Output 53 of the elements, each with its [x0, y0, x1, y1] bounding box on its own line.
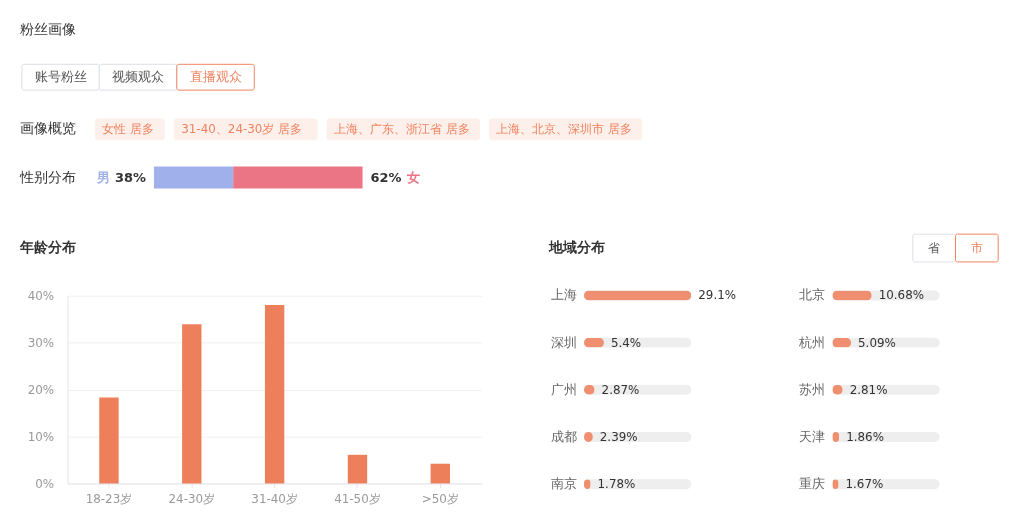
- chart-title: 地域分布: [548, 239, 606, 256]
- bar: [430, 463, 450, 484]
- y-tick-label: 20%: [27, 383, 55, 398]
- data-label: 62%: [370, 169, 402, 185]
- chart-title: 年龄分布: [18, 239, 76, 256]
- text: 31-40、24-30岁 居多: [181, 122, 303, 137]
- y-tick-label: 40%: [27, 289, 55, 304]
- data-label: 2.87%: [601, 382, 640, 397]
- text: 男: [95, 169, 110, 185]
- text: 女性 居多: [102, 122, 155, 137]
- data-label: 2.39%: [599, 429, 638, 444]
- data-label: 38%: [115, 169, 147, 185]
- bar: [182, 324, 202, 484]
- text: 粉丝画像: [19, 20, 76, 37]
- bar: [99, 397, 119, 484]
- data-label: 1.67%: [845, 477, 884, 492]
- x-tick-label: 18-23岁: [85, 491, 133, 506]
- x-tick-label: 24-30岁: [168, 491, 216, 506]
- y-tick-label: 苏州: [798, 381, 825, 397]
- y-tick-label: 广州: [550, 381, 577, 397]
- x-tick-label: 41-50岁: [334, 491, 381, 506]
- text: 女: [405, 169, 420, 185]
- y-tick-label: 北京: [798, 287, 825, 303]
- chart-title: 性别分布: [18, 168, 76, 185]
- x-tick-label: >50岁: [421, 491, 459, 506]
- y-tick-label: 天津: [798, 428, 825, 444]
- text: 视频观众: [112, 69, 165, 85]
- text: 账号粉丝: [34, 69, 87, 85]
- text: 直播观众: [189, 69, 242, 85]
- text: 上海、北京、深圳市 居多: [496, 122, 633, 137]
- text: 省: [928, 241, 941, 256]
- text: 市: [970, 241, 983, 256]
- y-tick-label: 10%: [27, 429, 55, 444]
- data-label: 2.81%: [849, 382, 888, 397]
- text: 画像概览: [19, 119, 76, 136]
- y-tick-label: 杭州: [797, 334, 825, 350]
- y-tick-label: 30%: [27, 336, 55, 351]
- y-tick-label: 重庆: [798, 476, 825, 492]
- y-tick-label: 0%: [35, 476, 55, 491]
- data-label: 10.68%: [878, 288, 925, 303]
- y-tick-label: 上海: [550, 287, 577, 303]
- bar: [264, 305, 285, 484]
- data-label: 1.86%: [846, 429, 884, 444]
- data-label: 5.09%: [858, 335, 896, 350]
- bar: [347, 454, 368, 484]
- data-label: 29.1%: [698, 288, 737, 303]
- data-label: 5.4%: [610, 335, 642, 350]
- x-tick-label: 31-40岁: [251, 491, 298, 506]
- data-label: 1.78%: [597, 477, 636, 492]
- y-tick-label: 深圳: [550, 334, 577, 350]
- text: 上海、广东、浙江省 居多: [334, 122, 470, 137]
- y-tick-label: 南京: [550, 476, 577, 492]
- y-tick-label: 成都: [550, 428, 577, 444]
